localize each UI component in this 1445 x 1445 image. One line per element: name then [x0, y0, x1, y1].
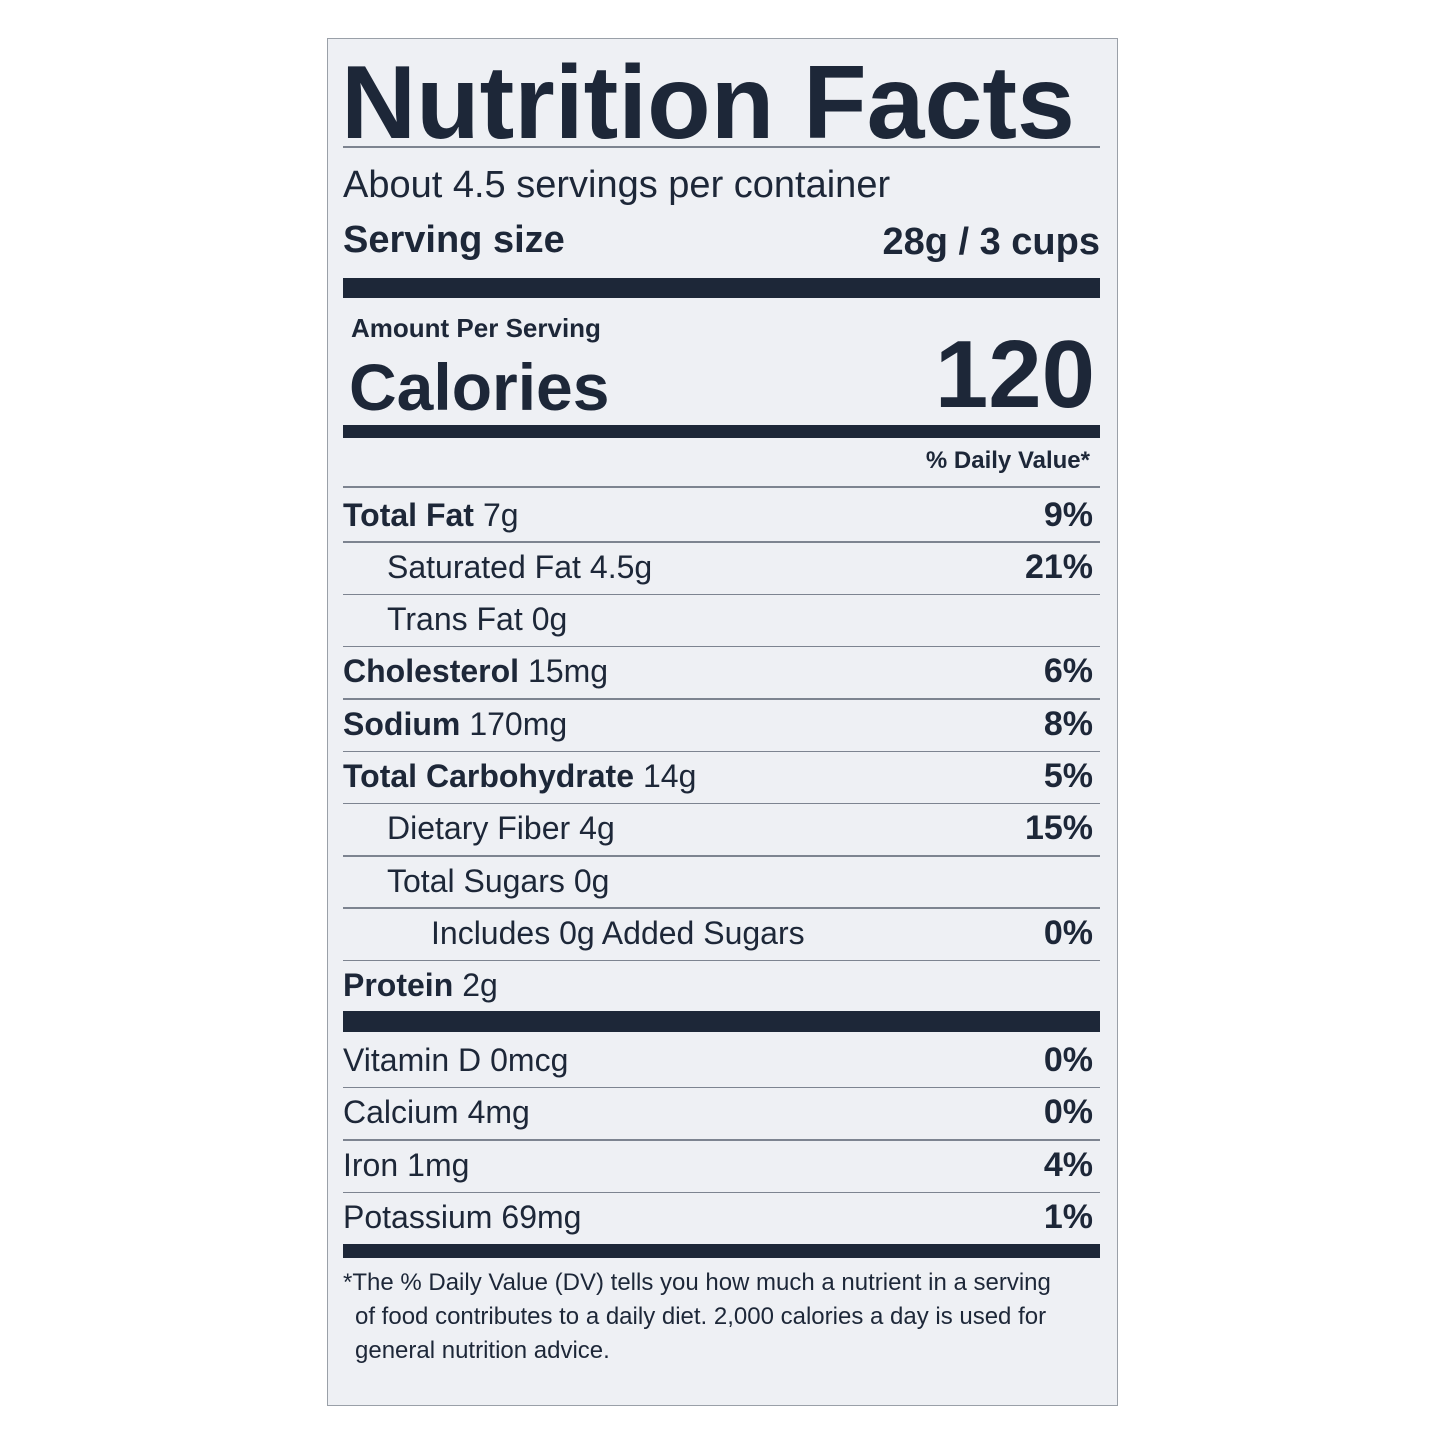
daily-value: 1%: [1043, 1198, 1093, 1236]
nutrient-amount: 170mg: [469, 705, 568, 742]
title: Nutrition Facts: [341, 45, 1075, 161]
divider: [343, 645, 1100, 648]
nutrient-name: Total Carbohydrate: [343, 758, 634, 794]
nutrient-name: Dietary Fiber: [387, 810, 571, 847]
nutrient-row: Total Sugars 0g: [343, 855, 1093, 907]
nutrient-amount: 2g: [462, 967, 498, 1004]
nutrient-row: Cholesterol 15mg 6%: [343, 646, 1093, 698]
nutrient-name: Iron: [343, 1146, 399, 1183]
calories-label: Calories: [349, 350, 610, 424]
divider: [343, 146, 1100, 148]
divider: [343, 593, 1100, 596]
amount-per-serving: Amount Per Serving: [351, 313, 601, 343]
nutrient-amount: 4.5g: [589, 548, 653, 585]
serving-size-label: Serving size: [343, 219, 565, 261]
nutrient-name: Trans Fat: [387, 601, 523, 638]
nutrient-row: Potassium 69mg 1%: [343, 1192, 1093, 1244]
nutrient-amount: 0mcg: [490, 1041, 569, 1078]
nutrient-amount: 1mg: [407, 1146, 470, 1183]
daily-value: 15%: [1024, 809, 1093, 848]
divider: [343, 486, 1100, 488]
nutrient-name: Cholesterol: [343, 653, 520, 690]
divider: [343, 855, 1100, 857]
nutrient-name: Includes 0g Added Sugars: [431, 914, 805, 951]
daily-value: 0%: [1043, 1040, 1093, 1079]
divider: [343, 750, 1100, 752]
nutrient-amount: 69mg: [501, 1199, 582, 1235]
servings: About 4.5 servings per container: [343, 164, 891, 206]
divider: [343, 698, 1100, 700]
nutrition-label: [327, 38, 1118, 1406]
footnote: *The % Daily Value (DV) tells you how mu…: [343, 1269, 1051, 1364]
daily-value: 5%: [1043, 757, 1093, 795]
medium-bar: [343, 425, 1100, 438]
nutrient-row: Dietary Fiber 4g 15%: [343, 803, 1093, 855]
nutrient-name: Saturated Fat: [387, 548, 581, 585]
daily-value: 21%: [1024, 547, 1093, 586]
nutrient-name: Sodium: [343, 705, 461, 742]
divider: [343, 802, 1100, 805]
nutrient-row: Trans Fat 0g: [343, 594, 1093, 646]
thick-bar: [343, 1244, 1100, 1258]
divider: [343, 541, 1100, 543]
nutrient-name: Calcium: [343, 1094, 459, 1130]
daily-value: 8%: [1043, 704, 1093, 743]
nutrient-row: Includes 0g Added Sugars 0%: [343, 907, 1093, 959]
nutrient-row: Calcium 4mg 0%: [343, 1087, 1093, 1139]
daily-value: 9%: [1043, 495, 1093, 534]
divider: [343, 1086, 1100, 1088]
nutrient-name: Vitamin D: [343, 1041, 482, 1078]
thick-bar: [343, 1011, 1100, 1032]
nutrient-amount: 15mg: [528, 653, 609, 690]
divider: [343, 907, 1100, 909]
nutrient-row: Protein 2g: [343, 960, 1093, 1012]
daily-value: 0%: [1043, 913, 1093, 952]
divider: [343, 1139, 1100, 1141]
nutrient-amount: 14g: [643, 758, 697, 794]
nutrient-amount: 0g: [531, 601, 568, 638]
serving-size: 28g / 3 cups: [882, 221, 1100, 263]
nutrient-amount: 4g: [579, 810, 615, 847]
daily-value: 4%: [1043, 1145, 1093, 1184]
nutrient-amount: 7g: [482, 496, 519, 533]
thick-bar: [343, 278, 1100, 298]
divider: [343, 1191, 1100, 1193]
nutrient-row: Iron 1mg 4%: [343, 1139, 1093, 1191]
nutrient-name: Potassium: [343, 1199, 493, 1235]
divider: [343, 959, 1100, 962]
nutrient-name: Total Fat: [343, 496, 474, 533]
nutrient-amount: 0g: [573, 862, 610, 899]
calories-value: 120: [934, 321, 1095, 428]
nutrient-row: Total Fat 7g 9%: [343, 489, 1093, 541]
nutrient-row: Saturated Fat 4.5g 21%: [343, 541, 1093, 593]
nutrient-name: Total Sugars: [387, 862, 565, 899]
nutrient-row: Sodium 170mg 8%: [343, 698, 1093, 750]
daily-value: 0%: [1043, 1093, 1093, 1131]
daily-value-header: % Daily Value*: [925, 447, 1090, 474]
nutrient-row: Vitamin D 0mcg 0%: [343, 1034, 1093, 1086]
daily-value: 6%: [1043, 652, 1093, 691]
nutrient-name: Protein: [343, 967, 454, 1004]
nutrient-amount: 4mg: [467, 1094, 530, 1130]
nutrient-row: Total Carbohydrate 14g 5%: [343, 751, 1093, 803]
